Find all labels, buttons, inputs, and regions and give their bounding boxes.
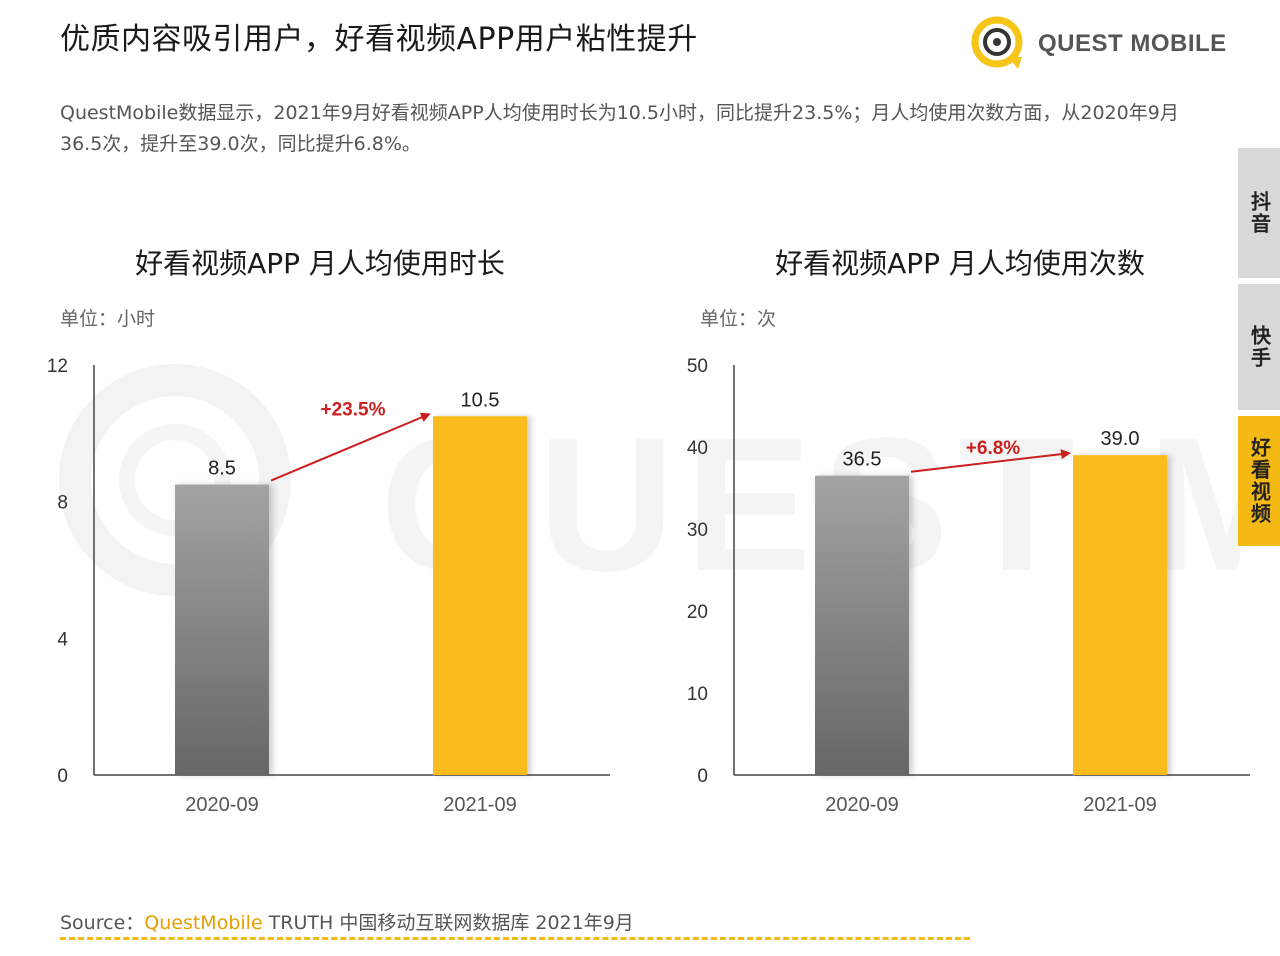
y-tick-label: 0 [57, 766, 68, 787]
growth-label: +23.5% [321, 399, 386, 420]
x-tick-label: 2020-09 [185, 794, 258, 816]
chart-2-plot: 0 10 20 30 40 50 36.5 2020-09 39.0 2021-09 +6.8% [660, 232, 1260, 832]
x-tick-label: 2021-09 [1083, 794, 1156, 816]
chart-usage-count-panel: 好看视频APP 月人均使用次数 单位：次 0 10 20 30 40 50 36.5 2020… [660, 232, 1260, 832]
source-prefix: Source： [60, 912, 144, 934]
page-title: 优质内容吸引用户，好看视频APP用户粘性提升 [60, 14, 698, 58]
bar-value-label: 8.5 [208, 458, 236, 480]
y-tick-label: 40 [687, 438, 708, 459]
growth-arrow [271, 414, 429, 480]
bar-value-label: 36.5 [843, 449, 882, 471]
y-tick-label: 0 [697, 766, 708, 787]
footer-divider [60, 936, 970, 940]
logo-text: QUEST MOBILE [1038, 30, 1227, 58]
y-tick-label: 10 [687, 684, 708, 705]
bar-2020-09 [175, 485, 269, 775]
source-suffix: TRUTH 中国移动互联网数据库 2021年9月 [263, 912, 634, 934]
y-tick-label: 30 [687, 520, 708, 541]
source-footer: Source：QuestMobile TRUTH 中国移动互联网数据库 2021… [60, 908, 634, 935]
x-tick-label: 2021-09 [443, 794, 516, 816]
chart-1-plot: 0 4 8 12 8.5 2020-09 10.5 2021-09 +23.5% [20, 232, 620, 832]
chart-usage-time-panel: 好看视频APP 月人均使用时长 单位：小时 0 4 8 12 8.5 2020-09 10.… [20, 232, 620, 832]
y-tick-label: 20 [687, 602, 708, 623]
bar-2020-09 [815, 476, 909, 775]
y-tick-label: 12 [47, 356, 68, 377]
bar-2021-09 [433, 416, 527, 775]
bar-value-label: 39.0 [1101, 428, 1140, 450]
y-tick-label: 8 [57, 493, 68, 514]
bar-value-label: 10.5 [461, 389, 500, 411]
source-brand: QuestMobile [144, 912, 262, 934]
quest-mobile-logo: QUEST MOBILE [968, 12, 1228, 76]
y-tick-label: 50 [687, 356, 708, 377]
growth-label: +6.8% [966, 438, 1021, 459]
tab-douyin-label: 抖音 [1247, 191, 1272, 235]
description-text: QuestMobile数据显示，2021年9月好看视频APP人均使用时长为10.… [60, 98, 1220, 160]
y-tick-label: 4 [57, 629, 68, 650]
quest-mobile-logo-icon [968, 13, 1030, 75]
bar-2021-09 [1073, 455, 1167, 775]
x-tick-label: 2020-09 [825, 794, 898, 816]
